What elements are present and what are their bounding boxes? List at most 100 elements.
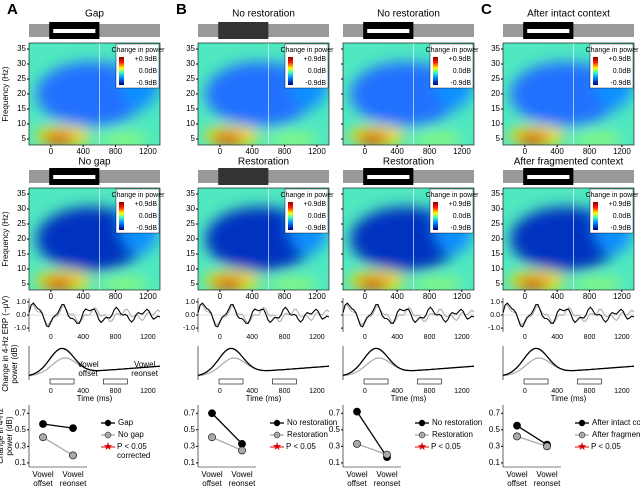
series-line	[211, 412, 243, 445]
x-tick-label: Vowel offset	[506, 470, 528, 488]
x-tick-label: 800	[110, 334, 122, 341]
legend-label: After fragmented c.	[592, 430, 640, 439]
legend-dot	[578, 419, 586, 427]
series-line	[211, 436, 243, 452]
legend-label: No restoration	[432, 418, 482, 427]
erp-trace-gray	[28, 304, 161, 326]
colorbar-label: +0.9dB	[304, 56, 327, 63]
y-tick-label: 15	[17, 249, 26, 258]
x-tick-label: 400	[551, 388, 563, 395]
blob	[42, 278, 75, 290]
legend-label: After intact context	[592, 418, 640, 427]
y-tick-label: 0.3	[489, 441, 501, 450]
erp-trace	[28, 302, 161, 328]
y-tick-label: -1.0	[183, 325, 195, 332]
stimulus-gap	[367, 175, 410, 179]
heatmap-title: Gap	[85, 9, 104, 20]
dot	[383, 450, 391, 459]
x-tick-label: 800	[584, 334, 596, 341]
y-tick-label: 10	[17, 119, 26, 128]
colorbar-title: Change in power	[112, 47, 166, 54]
x-tick-label: 1200	[308, 147, 326, 156]
y-tick-label: 15	[491, 104, 500, 113]
y-tick-label: 0.5	[489, 425, 501, 434]
y-tick-label: 0.0	[16, 312, 26, 319]
y-tick-label: 0.0	[185, 312, 195, 319]
x-tick-label: 400	[245, 147, 259, 156]
x-tick-label: 0	[49, 292, 54, 301]
y-tick-label: 0.7	[184, 408, 196, 417]
significance-label: P < 0.05	[431, 442, 461, 451]
heatmap-title: No restoration	[377, 9, 440, 20]
x-tick-label: 0	[49, 388, 53, 395]
colorbar-label: +0.9dB	[135, 56, 158, 63]
colorbar-title: Change in power	[281, 47, 335, 54]
y-tick-label: 5	[191, 279, 196, 288]
x-axis-label: Time (ms)	[246, 394, 282, 403]
x-tick-label: 800	[109, 147, 123, 156]
colorbar-title: Change in power	[112, 192, 166, 199]
y-tick-label: 25	[186, 219, 195, 228]
power-trace	[28, 347, 161, 377]
y-tick-label: 10	[17, 264, 26, 273]
vowel-label: Vowel reonset	[131, 360, 158, 378]
x-tick-label: 800	[278, 147, 292, 156]
y-tick-label: 25	[17, 74, 26, 83]
erp-trace	[502, 302, 635, 328]
colorbar-title: Change in power	[426, 47, 480, 54]
x-axis-label: Time (ms)	[391, 394, 427, 403]
y-tick-label: 5	[22, 134, 27, 143]
offset-box	[49, 378, 75, 385]
x-tick-label: 1200	[453, 147, 471, 156]
colorbar-label: -0.9dB	[136, 225, 157, 232]
reonset-box	[417, 378, 442, 385]
x-tick-label: 1200	[140, 388, 156, 395]
y-axis-label: ERP (−μV)	[1, 295, 10, 334]
significance-label: P < 0.05	[591, 442, 621, 451]
series-line	[42, 423, 74, 429]
x-tick-label: 400	[550, 147, 564, 156]
colorbar	[593, 202, 598, 230]
y-tick-label: 10	[491, 119, 500, 128]
legend-dot	[273, 419, 281, 427]
y-tick-label: 0.5	[329, 425, 341, 434]
power-trace	[197, 347, 330, 377]
x-tick-label: Vowel reonset	[533, 470, 561, 488]
y-tick-label: 0.7	[15, 408, 27, 417]
heatmap-title: After intact context	[527, 9, 610, 20]
y-tick-label: 35	[186, 189, 195, 198]
x-tick-label: 400	[77, 388, 89, 395]
x-tick-label: 800	[279, 334, 291, 341]
heatmap	[29, 188, 160, 290]
colorbar-label: 0.0dB	[139, 68, 158, 75]
y-tick-label: -1.0	[488, 325, 500, 332]
reonset-box	[272, 378, 297, 385]
y-tick-label: 0.3	[184, 441, 196, 450]
heatmap-title: No gap	[78, 157, 111, 168]
x-tick-label: 1200	[613, 147, 631, 156]
y-tick-label: 25	[491, 219, 500, 228]
blob	[98, 134, 149, 144]
y-tick-label: 10	[186, 264, 195, 273]
colorbar-label: 0.0dB	[613, 213, 632, 220]
x-tick-label: Vowel reonset	[59, 470, 87, 488]
x-tick-label: Vowel reonset	[373, 470, 401, 488]
y-tick-label: 1.0	[490, 299, 500, 306]
y-tick-label: 35	[491, 189, 500, 198]
x-tick-label: 0	[363, 334, 367, 341]
offset-box	[363, 378, 389, 385]
series-line	[516, 435, 548, 447]
y-tick-label: 15	[186, 104, 195, 113]
blob	[42, 133, 75, 145]
x-axis-label: Time (ms)	[77, 394, 113, 403]
legend-label: No restoration	[287, 418, 337, 427]
x-tick-label: 0	[523, 388, 527, 395]
stimulus-gap	[527, 29, 570, 33]
colorbar-title: Change in power	[586, 47, 640, 54]
y-tick-label: 25	[491, 74, 500, 83]
x-tick-label: 0	[523, 334, 527, 341]
x-tick-label: 400	[76, 292, 90, 301]
x-tick-label: 400	[246, 388, 258, 395]
x-tick-label: 400	[391, 334, 403, 341]
heatmap-title: Restoration	[238, 157, 289, 168]
